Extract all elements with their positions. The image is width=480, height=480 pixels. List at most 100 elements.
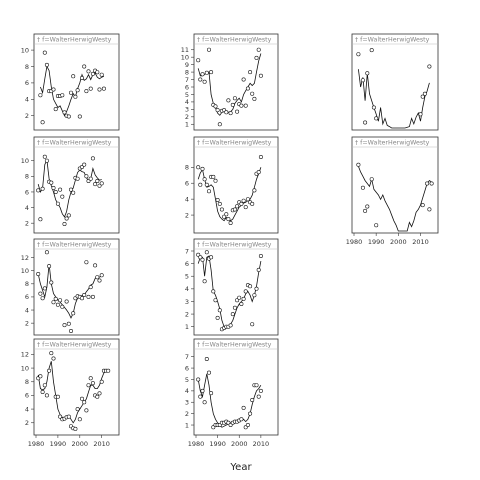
data-point xyxy=(58,187,63,192)
data-point xyxy=(200,388,205,393)
y-tick-label: 7 xyxy=(185,76,189,84)
data-point xyxy=(97,391,102,396)
y-tick-label: 2 xyxy=(185,113,189,121)
panel-frame xyxy=(33,33,120,131)
data-point xyxy=(258,155,263,160)
data-point xyxy=(204,250,209,255)
data-point xyxy=(60,194,65,199)
y-tick-label: 4 xyxy=(185,387,189,395)
data-point xyxy=(97,278,102,283)
data-point xyxy=(196,252,201,257)
facet-panel: † f=WalterHerwigWesty 1 2 3 4 5 6 7 xyxy=(185,238,279,336)
facet-panel: † f=WalterHerwigWesty 1 2 3 4 5 6 7 1980 1990 2000… xyxy=(185,338,279,448)
panel-data xyxy=(196,47,263,127)
facet-panel: † f=WalterHerwigWesty 2 4 6 8 10 12 1980 1990 200… xyxy=(21,338,120,448)
data-point xyxy=(202,400,207,405)
data-point xyxy=(86,294,91,299)
data-point xyxy=(224,212,229,217)
data-point xyxy=(243,289,248,294)
y-tick-label: 12 xyxy=(21,254,29,262)
strip-label: † f=WalterHerwigWesty xyxy=(37,37,112,44)
data-point xyxy=(228,323,233,328)
data-point xyxy=(38,291,43,296)
data-point xyxy=(75,407,80,412)
y-tick-label: 2 xyxy=(25,319,29,327)
data-point xyxy=(258,73,263,78)
data-point xyxy=(232,96,237,101)
data-point xyxy=(245,86,250,91)
y-tick-label: 8 xyxy=(185,164,189,172)
data-point xyxy=(53,190,58,195)
y-tick-label: 8 xyxy=(25,378,29,386)
panel-data xyxy=(38,50,106,125)
data-point xyxy=(44,158,49,163)
data-point xyxy=(363,208,368,213)
data-point xyxy=(71,311,76,316)
strip-label: † f=WalterHerwigWesty xyxy=(355,140,430,147)
y-tick-label: 3 xyxy=(185,399,189,407)
data-point xyxy=(215,198,220,203)
data-point xyxy=(38,217,43,222)
data-point xyxy=(53,107,58,112)
data-point xyxy=(425,181,430,186)
y-tick-label: 5 xyxy=(185,273,189,281)
data-point xyxy=(241,405,246,410)
y-tick-label: 1 xyxy=(185,121,189,129)
y-tick-label: 6 xyxy=(25,392,29,400)
data-point xyxy=(95,394,100,399)
data-point xyxy=(200,257,205,262)
data-point xyxy=(99,379,104,384)
panel-frame xyxy=(193,33,279,131)
data-point xyxy=(69,328,74,333)
y-tick-label: 10 xyxy=(21,46,29,54)
data-point xyxy=(360,185,365,190)
data-point xyxy=(86,69,91,74)
data-point xyxy=(51,186,56,191)
strip-label: † f=WalterHerwigWesty xyxy=(197,242,272,249)
panels-group: † f=WalterHerwigWesty 2 4 6 8 10 † f=WalterHer… xyxy=(21,33,439,448)
data-point xyxy=(69,90,74,95)
y-tick-label: 4 xyxy=(185,98,189,106)
data-point xyxy=(49,180,54,185)
panel-frame xyxy=(193,338,279,436)
data-point xyxy=(226,217,231,222)
data-point xyxy=(250,397,255,402)
data-point xyxy=(243,103,248,108)
data-point xyxy=(422,91,427,96)
data-point xyxy=(44,393,49,398)
y-tick-label: 7 xyxy=(185,247,189,255)
strip-label: † f=WalterHerwigWesty xyxy=(197,342,272,349)
data-point xyxy=(49,280,54,285)
y-tick-label: 4 xyxy=(25,96,29,104)
data-point xyxy=(60,304,65,309)
panel-frame xyxy=(351,33,439,131)
data-point xyxy=(371,105,376,110)
data-point xyxy=(213,104,218,109)
panel-data xyxy=(356,162,434,232)
y-tick-label: 1 xyxy=(185,323,189,331)
data-point xyxy=(64,299,69,304)
data-point xyxy=(36,188,41,193)
data-point xyxy=(235,109,240,114)
data-point xyxy=(66,414,71,419)
data-point xyxy=(80,165,85,170)
y-tick-label: 4 xyxy=(185,285,189,293)
trend-line xyxy=(358,166,432,232)
x-tick-label: 1980 xyxy=(28,440,45,448)
data-point xyxy=(47,264,52,269)
data-point xyxy=(40,389,45,394)
y-tick-label: 6 xyxy=(25,79,29,87)
data-point xyxy=(217,308,222,313)
data-point xyxy=(254,55,259,60)
data-point xyxy=(36,271,41,276)
data-point xyxy=(202,177,207,182)
data-point xyxy=(90,156,95,161)
data-point xyxy=(369,48,374,53)
data-point xyxy=(82,400,87,405)
facet-panel: † f=WalterHerwigWesty 2 4 6 8 10 xyxy=(21,33,120,131)
data-point xyxy=(256,47,261,52)
data-point xyxy=(420,94,425,99)
data-point xyxy=(427,207,432,212)
x-tick-label: 1980 xyxy=(346,238,363,246)
data-point xyxy=(356,52,361,57)
